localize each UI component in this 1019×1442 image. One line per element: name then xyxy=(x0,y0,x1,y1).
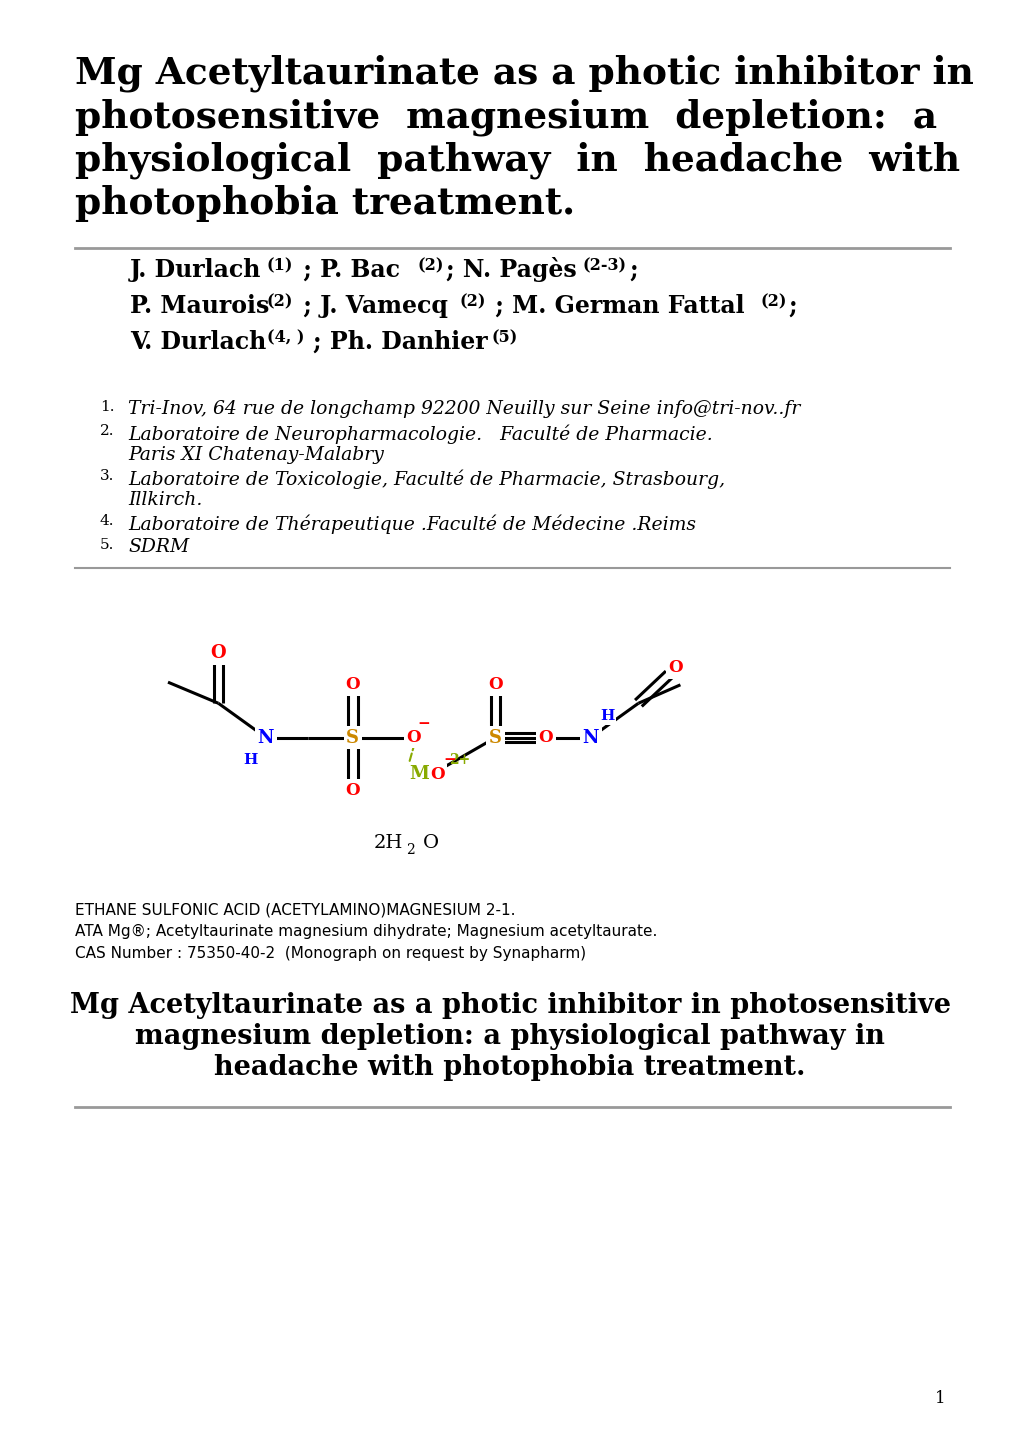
Text: 3.: 3. xyxy=(100,469,114,483)
Text: O: O xyxy=(538,730,552,746)
Text: Laboratoire de Toxicologie, Faculté de Pharmacie, Strasbourg,
Illkirch.: Laboratoire de Toxicologie, Faculté de P… xyxy=(127,469,725,509)
Text: ETHANE SULFONIC ACID (ACETYLAMINO)MAGNESIUM 2-1.: ETHANE SULFONIC ACID (ACETYLAMINO)MAGNES… xyxy=(75,903,515,917)
Text: N: N xyxy=(258,728,274,747)
Text: 4.: 4. xyxy=(100,513,114,528)
Text: 1.: 1. xyxy=(100,399,114,414)
Text: ; N. Pagès: ; N. Pagès xyxy=(445,257,576,283)
Text: (2): (2) xyxy=(267,293,293,310)
Text: 2: 2 xyxy=(406,844,415,857)
Text: Laboratoire de Thérapeutique .Faculté de Médecine .Reims: Laboratoire de Thérapeutique .Faculté de… xyxy=(127,513,695,534)
Text: 2H: 2H xyxy=(373,833,403,852)
Text: O: O xyxy=(667,659,683,676)
Text: P. Maurois: P. Maurois xyxy=(129,294,269,319)
Text: 5.: 5. xyxy=(100,538,114,552)
Text: Mg Acetyltaurinate as a photic inhibitor in
photosensitive  magnesium  depletion: Mg Acetyltaurinate as a photic inhibitor… xyxy=(75,55,973,222)
Text: 1: 1 xyxy=(933,1390,945,1407)
Text: −: − xyxy=(443,753,455,767)
Text: O: O xyxy=(423,833,438,852)
Text: 2.: 2. xyxy=(100,424,114,438)
Text: ; P. Bac: ; P. Bac xyxy=(294,258,399,283)
Text: Mg: Mg xyxy=(409,766,441,783)
Text: H: H xyxy=(600,709,614,724)
Text: (2): (2) xyxy=(760,293,787,310)
Text: S: S xyxy=(346,728,359,747)
Text: (4, ): (4, ) xyxy=(267,329,304,346)
Text: J. Durlach: J. Durlach xyxy=(129,258,261,283)
Text: Tri-Inov, 64 rue de longchamp 92200 Neuilly sur Seine info@tri-nov..fr: Tri-Inov, 64 rue de longchamp 92200 Neui… xyxy=(127,399,800,418)
Text: Laboratoire de Neuropharmacologie.   Faculté de Pharmacie.
Paris XI Chatenay-Mal: Laboratoire de Neuropharmacologie. Facul… xyxy=(127,424,712,464)
Text: N: N xyxy=(582,728,598,747)
Text: V. Durlach: V. Durlach xyxy=(129,330,266,353)
Text: ;: ; xyxy=(629,258,637,283)
Text: O: O xyxy=(345,782,360,799)
Text: S: S xyxy=(489,728,501,747)
Text: O: O xyxy=(345,676,360,694)
Text: ; M. German Fattal: ; M. German Fattal xyxy=(486,294,752,319)
Text: O: O xyxy=(406,730,420,746)
Text: O: O xyxy=(210,645,226,662)
Text: CAS Number : 75350-40-2  (Monograph on request by Synapharm): CAS Number : 75350-40-2 (Monograph on re… xyxy=(75,946,586,960)
Text: (5): (5) xyxy=(491,329,517,346)
Text: O: O xyxy=(430,766,444,783)
Text: Mg Acetyltaurinate as a photic inhibitor in photosensitive
magnesium depletion: : Mg Acetyltaurinate as a photic inhibitor… xyxy=(69,992,950,1082)
Text: 2+: 2+ xyxy=(448,753,470,767)
Text: (2-3): (2-3) xyxy=(582,257,626,274)
Text: ATA Mg®; Acetyltaurinate magnesium dihydrate; Magnesium acetyltaurate.: ATA Mg®; Acetyltaurinate magnesium dihyd… xyxy=(75,924,656,939)
Text: ; Ph. Danhier: ; Ph. Danhier xyxy=(313,330,487,353)
Text: ; J. Vamecq: ; J. Vamecq xyxy=(294,294,447,319)
Text: (2): (2) xyxy=(418,257,444,274)
Text: SDRM: SDRM xyxy=(127,538,190,557)
Text: −: − xyxy=(417,717,430,731)
Text: ;: ; xyxy=(788,294,797,319)
Text: H: H xyxy=(243,753,257,767)
Text: O: O xyxy=(488,676,502,694)
Text: (1): (1) xyxy=(267,257,293,274)
Text: (2): (2) xyxy=(459,293,485,310)
